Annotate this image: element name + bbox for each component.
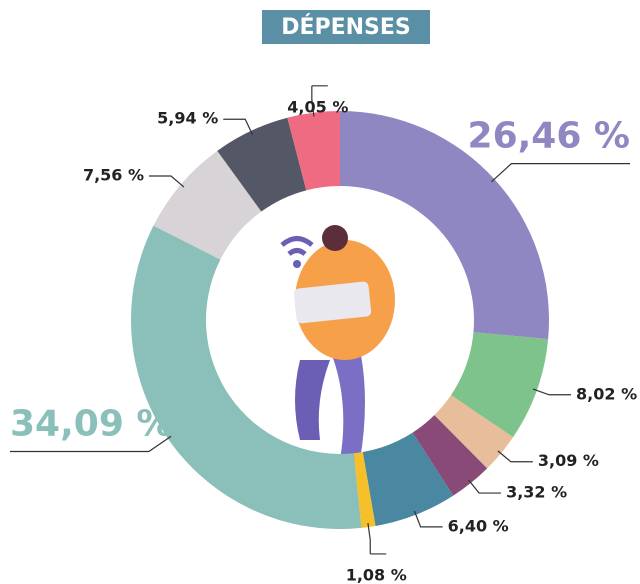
value-label: 5,94 %	[157, 109, 218, 128]
leader-line	[368, 523, 370, 554]
leader-line	[533, 389, 571, 395]
value-label: 34,09 %	[10, 404, 172, 445]
leader-line	[491, 164, 630, 182]
leader-line	[468, 480, 501, 493]
chart-title: DÉPENSES	[281, 14, 411, 40]
leader-line	[498, 451, 533, 462]
value-label: 3,09 %	[538, 451, 599, 470]
value-label: 8,02 %	[576, 384, 637, 403]
value-label: 3,32 %	[506, 483, 567, 502]
chart: DÉPENSES 26,46 % 8,02 % 3,09 % 3,32 % 6,40 %…	[0, 0, 640, 584]
value-label: 6,40 %	[448, 516, 509, 535]
value-label: 26,46 %	[468, 116, 630, 157]
value-label: 4,05 %	[287, 97, 348, 116]
value-label: 7,56 %	[83, 166, 144, 185]
illustration	[282, 225, 395, 460]
leader-line	[149, 176, 184, 187]
value-label: 1,08 %	[346, 565, 407, 584]
